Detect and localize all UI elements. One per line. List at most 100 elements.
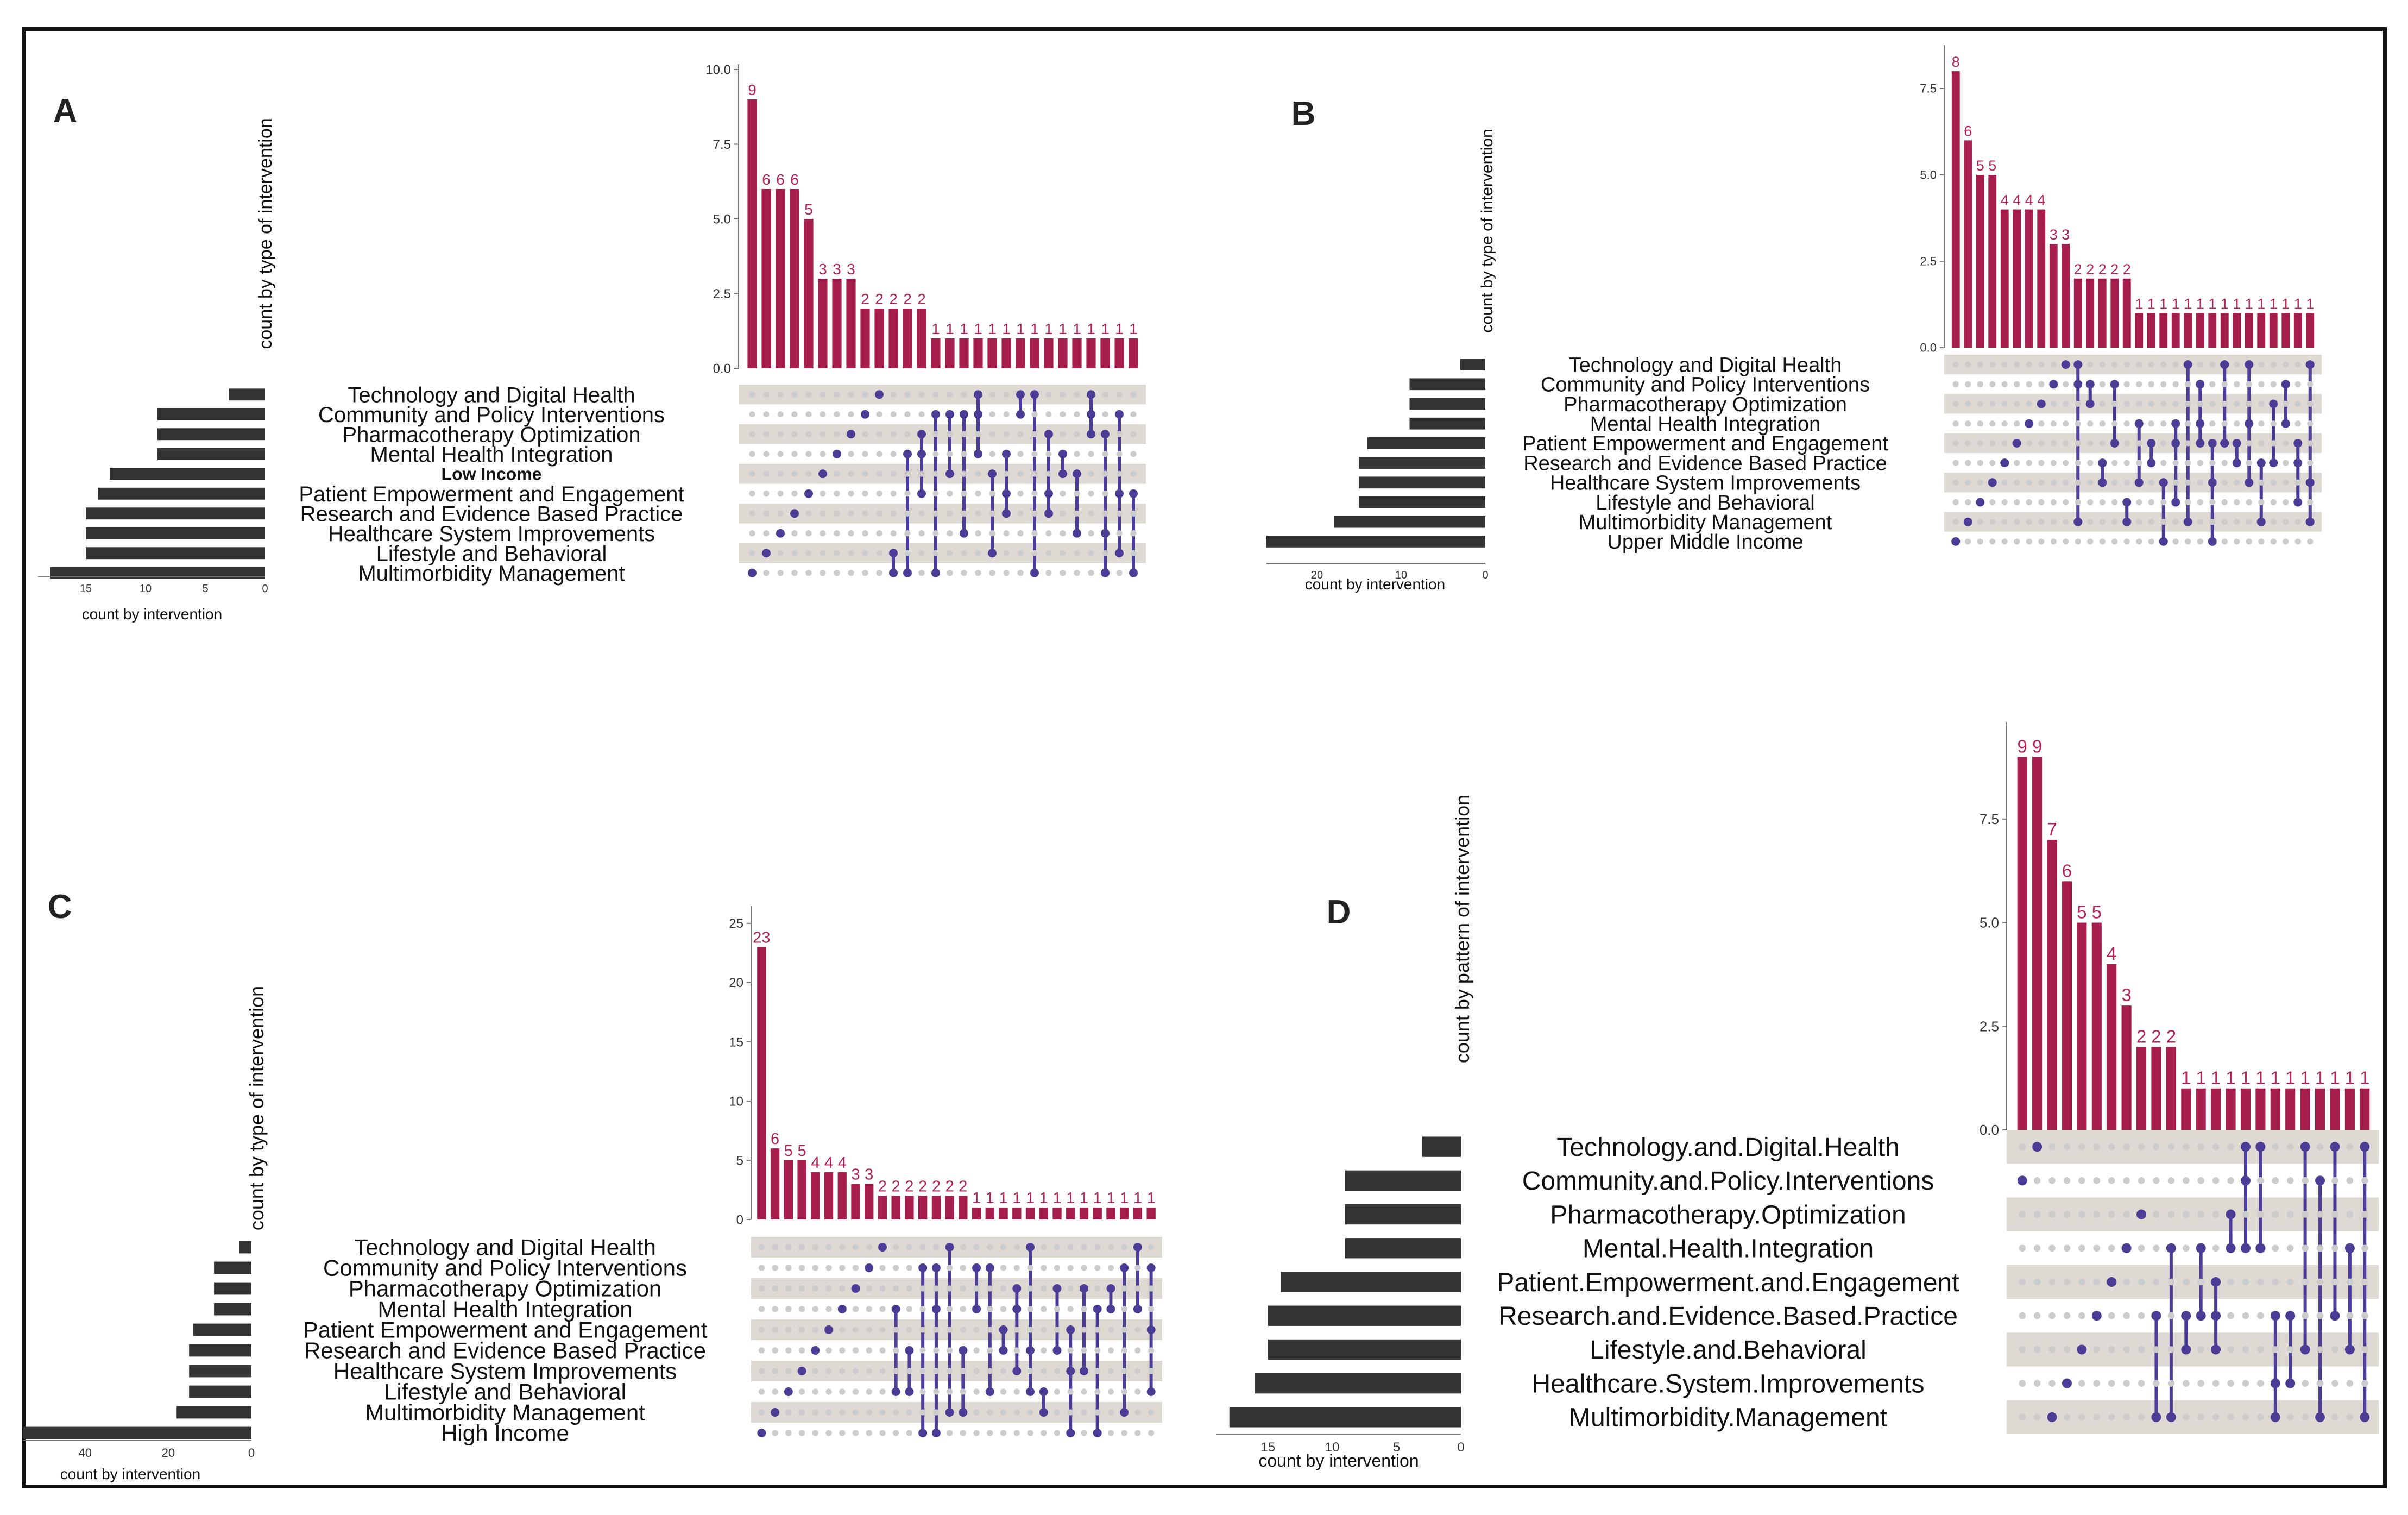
matrix-dot [1041, 1347, 1047, 1354]
matrix-dot [1134, 1409, 1141, 1416]
matrix-dot-active [1115, 410, 1124, 419]
matrix-dot-active [771, 1408, 780, 1417]
intersection-y-tick-label: 10.0 [705, 62, 731, 77]
set-size-bar [1345, 1238, 1461, 1259]
matrix-dot [848, 451, 854, 457]
intersection-bar-label: 1 [2285, 1068, 2295, 1088]
matrix-dot [2221, 460, 2228, 466]
matrix-dot [2209, 460, 2216, 466]
matrix-dot [785, 1368, 792, 1374]
matrix-dot [2246, 460, 2252, 466]
matrix-dot [791, 451, 798, 457]
set-size-bar [214, 1282, 251, 1295]
matrix-dot [848, 491, 854, 497]
matrix-dot-active [2098, 458, 2107, 468]
intersection-bar-label: 1 [2211, 1068, 2221, 1088]
matrix-dot [2272, 1177, 2279, 1184]
matrix-dot-active [2171, 438, 2180, 448]
matrix-dot [2283, 538, 2289, 545]
matrix-dot [947, 1327, 953, 1333]
matrix-dot [904, 391, 911, 398]
matrix-dot-active [1115, 489, 1124, 498]
set-size-bar [157, 428, 265, 441]
matrix-dot [1045, 391, 1052, 398]
intersection-bar-label: 1 [2330, 1068, 2340, 1088]
matrix-dot [2148, 400, 2154, 407]
matrix-dot [893, 1409, 899, 1416]
matrix-dot [798, 1430, 805, 1436]
matrix-dot-active [2281, 419, 2290, 428]
intersection-bar-label: 1 [2147, 296, 2155, 312]
matrix-dot-active [2208, 478, 2217, 487]
matrix-dot [772, 1368, 778, 1374]
matrix-dot [2167, 1278, 2175, 1286]
matrix-dot [1134, 1430, 1141, 1436]
intersection-bar [2233, 313, 2241, 348]
matrix-dot-active [1030, 390, 1039, 399]
intersection-y-tick-label: 0.0 [1920, 341, 1937, 355]
matrix-dot [852, 1368, 859, 1374]
matrix-dot [2331, 1177, 2338, 1184]
matrix-dot [947, 510, 953, 517]
intersection-bar-label: 1 [2159, 296, 2167, 312]
intersection-bar-label: 5 [2077, 902, 2086, 922]
set-size-axis-title: count by intervention [82, 606, 222, 623]
matrix-dot [890, 431, 897, 437]
matrix-dot [2038, 479, 2045, 486]
set-label: Low Income [442, 464, 542, 483]
matrix-dot-active [1101, 568, 1110, 577]
set-size-bar [1255, 1373, 1461, 1394]
intersection-bar-label: 2 [892, 1178, 900, 1195]
matrix-dot [2078, 1278, 2085, 1286]
intersection-bar-label: 2 [2086, 261, 2094, 278]
matrix-dot [820, 491, 826, 497]
matrix-dot-active [974, 410, 982, 419]
matrix-dot [805, 411, 812, 418]
matrix-dot [1060, 431, 1066, 437]
matrix-dot [879, 1409, 886, 1416]
intersection-bar-label: 2 [2151, 1026, 2161, 1046]
intersection-bar-label: 1 [2196, 296, 2204, 312]
matrix-dot-active [2305, 478, 2315, 487]
intersection-bar-label: 1 [2270, 296, 2278, 312]
matrix-dot [2019, 1380, 2026, 1387]
matrix-dot [961, 570, 967, 576]
matrix-dot-active [2049, 380, 2058, 389]
intersection-bar-label: 2 [917, 291, 926, 307]
matrix-dot-active [847, 430, 855, 439]
matrix-dot [2185, 381, 2191, 387]
matrix-dot-active [905, 1346, 914, 1355]
upset-panel-d: D Technology.and.Digital.Health Community.… [1216, 722, 2379, 1470]
matrix-dot [2123, 361, 2130, 368]
matrix-dot [2242, 1380, 2249, 1387]
matrix-dot [2212, 1177, 2220, 1184]
intersection-bar [2184, 313, 2192, 348]
matrix-dot-active [2183, 517, 2192, 526]
matrix-dot [2160, 420, 2167, 427]
matrix-dot [987, 1347, 993, 1354]
matrix-dot [2063, 420, 2069, 427]
matrix-dot [2316, 1244, 2324, 1252]
matrix-dot-active [1988, 478, 1997, 487]
matrix-dot [834, 530, 840, 537]
matrix-dot [839, 1347, 846, 1354]
matrix-dot [1017, 431, 1024, 437]
matrix-dot [2038, 499, 2045, 506]
matrix-dot [2108, 1346, 2115, 1353]
matrix-dot [2108, 1413, 2115, 1421]
intersection-bar [903, 309, 912, 368]
intersection-bar-label: 6 [790, 171, 799, 188]
matrix-dot [2048, 1380, 2056, 1387]
matrix-dot-active [1066, 1367, 1075, 1375]
matrix-dot [2160, 381, 2167, 387]
set-size-bar [176, 1406, 251, 1419]
matrix-dot [2234, 538, 2240, 545]
matrix-stripe [751, 1278, 1162, 1299]
matrix-dot-active [1039, 1387, 1048, 1396]
matrix-dot [2257, 1413, 2264, 1421]
intersection-y-tick-label: 15 [729, 1035, 743, 1049]
matrix-dot [785, 1430, 792, 1436]
matrix-dot [1952, 400, 1959, 407]
intersection-bar [2013, 209, 2021, 348]
intersection-bar-label: 3 [851, 1166, 860, 1184]
